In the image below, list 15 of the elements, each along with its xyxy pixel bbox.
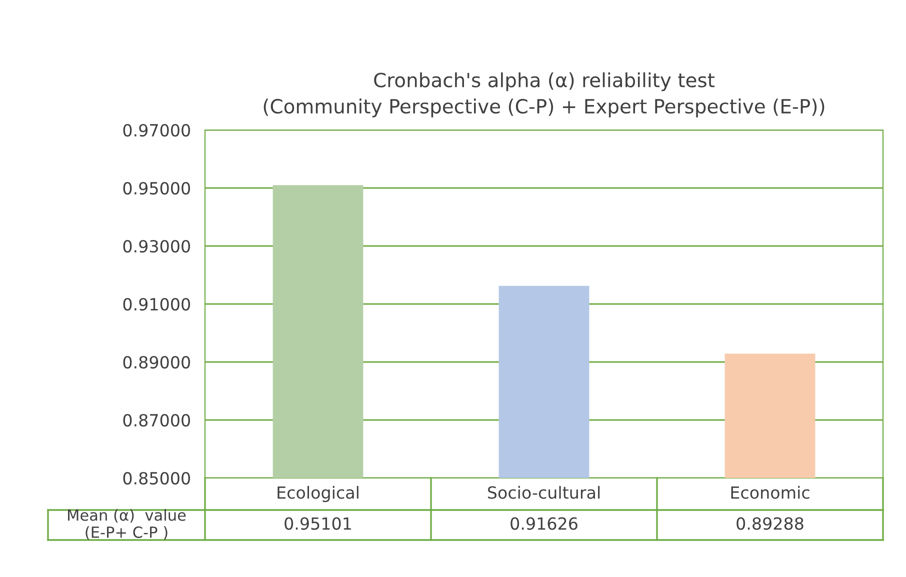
y-tick-label: 0.93000: [123, 240, 190, 253]
y-tick-label: 0.91000: [123, 298, 190, 311]
data-label: 0.91626: [510, 517, 578, 530]
y-tick-label: 0.97000: [123, 124, 190, 137]
data-label: 0.89288: [736, 517, 804, 530]
chart-title: Cronbach's alpha (α) reliability test (Community Perspective (C-P) + Expert Perspective (E-P)): [264, 72, 824, 118]
text: Mean (α) value (E-P+ C-P ): [68, 509, 186, 540]
y-tick-label: 0.87000: [123, 414, 190, 427]
x-tick-label: Ecological: [278, 486, 358, 502]
data-label: 0.95101: [284, 517, 351, 530]
x-tick-label: Economic: [731, 486, 810, 499]
y-tick-label: 0.85000: [123, 472, 190, 485]
y-tick-label: 0.95000: [123, 182, 190, 195]
y-tick-label: 0.89000: [123, 356, 190, 369]
x-tick-label: Socio-cultural: [488, 486, 600, 499]
